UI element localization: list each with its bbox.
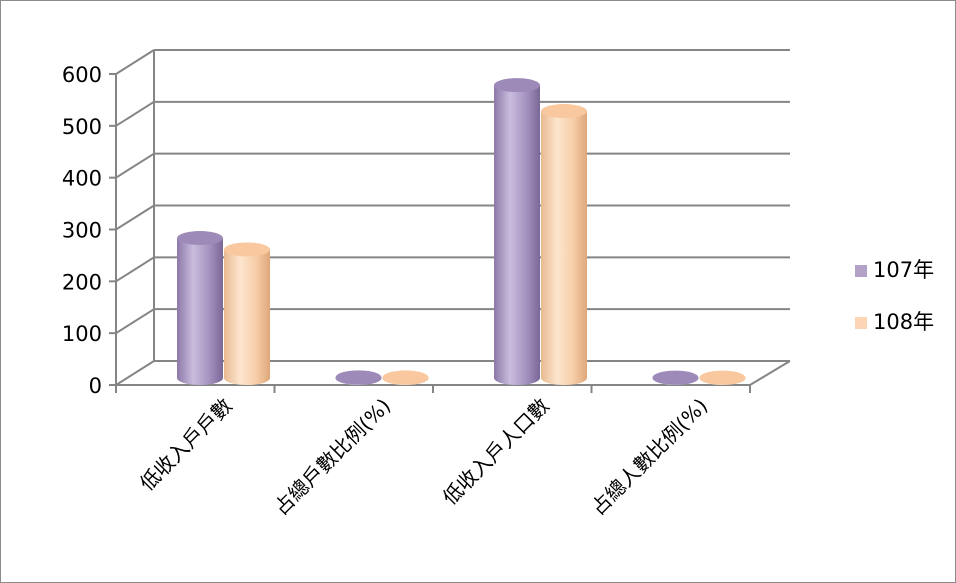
bar-top xyxy=(494,78,540,93)
legend-swatch xyxy=(855,265,867,277)
bar xyxy=(224,242,270,385)
y-tick-label: 200 xyxy=(62,270,102,294)
bar xyxy=(494,78,540,385)
gridline-side xyxy=(115,308,155,335)
bar-body xyxy=(177,238,223,378)
chart-bars xyxy=(177,78,746,385)
chart-axes xyxy=(109,49,791,393)
bar xyxy=(335,370,382,385)
bar-base xyxy=(224,371,270,385)
gridline-side xyxy=(115,152,155,179)
y-tick-label: 300 xyxy=(62,219,102,243)
bar-top xyxy=(652,370,699,385)
x-category-label: 低收入戶人口數 xyxy=(438,394,554,510)
bar-top xyxy=(699,370,746,385)
bar-base xyxy=(494,371,540,385)
bar-body xyxy=(224,249,270,378)
gridline-side xyxy=(115,100,155,127)
bar-top xyxy=(177,231,223,246)
y-tick-label: 600 xyxy=(62,63,102,87)
floor-right-edge xyxy=(749,360,791,386)
bar xyxy=(652,370,699,385)
legend-label: 108年 xyxy=(873,310,934,334)
bar-body xyxy=(541,111,587,378)
y-axis-ticks: 0 100 200 300 400 500 600 xyxy=(62,63,102,398)
x-axis-categories: 低收入戶戶數 占總戶數比例(%) 低收入戶人口數 占總人數比例(%) xyxy=(135,394,712,520)
y-tick-label: 100 xyxy=(62,322,102,346)
bar-base xyxy=(177,371,223,385)
bar xyxy=(382,370,429,385)
y-tick-label: 0 xyxy=(89,374,102,398)
chart-legend: 107年 108年 xyxy=(855,258,934,334)
gridline-side xyxy=(115,49,155,75)
legend-label: 107年 xyxy=(873,258,934,282)
y-tick-label: 400 xyxy=(62,167,102,191)
gridline-side xyxy=(115,256,155,283)
bar xyxy=(541,104,587,385)
bar-top xyxy=(541,104,587,119)
x-category-label: 占總人數比例(%) xyxy=(586,394,712,520)
bar-body xyxy=(494,85,540,379)
bar xyxy=(699,370,746,385)
y-tick-label: 500 xyxy=(62,115,102,139)
bar-base xyxy=(541,371,587,385)
bar-top xyxy=(382,370,429,385)
legend-swatch xyxy=(855,317,867,329)
bar xyxy=(177,231,223,385)
x-category-label: 占總戶數比例(%) xyxy=(269,394,395,520)
gridline-side xyxy=(115,204,155,231)
bar-top xyxy=(335,370,382,385)
gridline-side xyxy=(115,360,155,386)
bar-top xyxy=(224,242,270,257)
x-category-label: 低收入戶戶數 xyxy=(135,394,237,496)
